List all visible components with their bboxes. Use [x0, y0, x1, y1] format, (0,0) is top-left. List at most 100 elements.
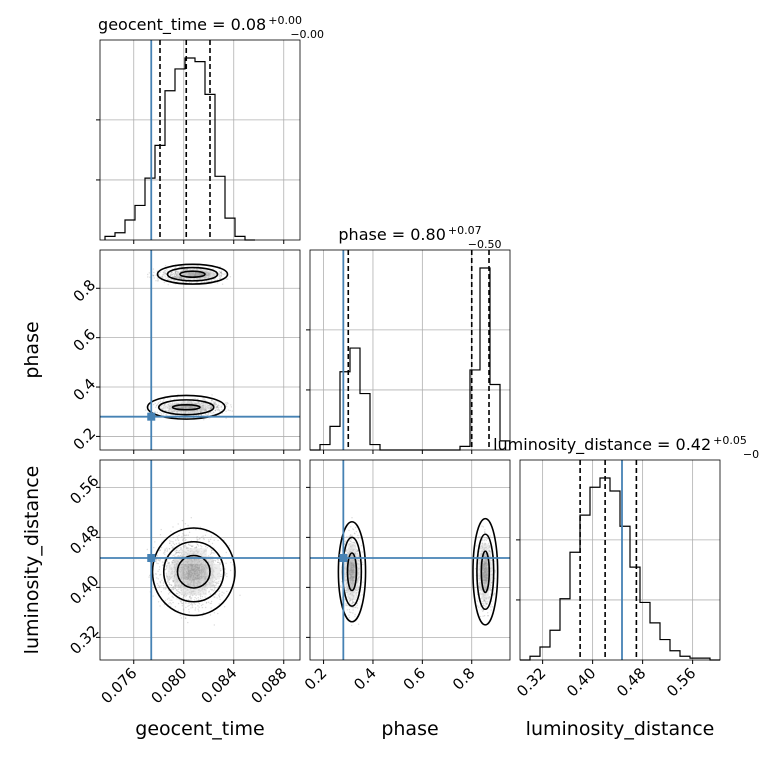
sample-point — [157, 570, 159, 572]
sample-point — [180, 599, 182, 602]
sample-point — [485, 602, 488, 605]
sample-point — [166, 547, 168, 549]
sample-point — [226, 401, 228, 404]
sample-point — [195, 546, 198, 548]
sample-point — [187, 599, 190, 601]
sample-point — [190, 603, 192, 606]
sample-point — [162, 401, 164, 403]
sample-point — [199, 526, 202, 528]
sample-point — [214, 587, 216, 589]
sample-point — [174, 272, 176, 274]
sample-point — [184, 269, 186, 271]
sample-point — [485, 539, 487, 541]
sample-point — [230, 404, 232, 406]
sample-point — [165, 574, 168, 576]
sample-point — [224, 574, 227, 576]
sample-point — [216, 400, 218, 403]
sample-point — [175, 273, 177, 275]
sample-point — [226, 590, 228, 593]
density-cell — [198, 268, 205, 271]
sample-point — [196, 536, 198, 538]
sample-point — [211, 399, 213, 401]
sample-point — [182, 538, 184, 540]
density-cell — [186, 411, 193, 414]
sample-point — [165, 273, 167, 276]
sample-point — [170, 588, 172, 590]
sample-point — [217, 561, 219, 564]
density-cell — [198, 272, 205, 275]
sample-point — [172, 541, 174, 543]
sample-point — [163, 412, 165, 414]
sample-point — [172, 561, 174, 563]
sample-point — [182, 269, 185, 271]
sample-point — [169, 584, 171, 586]
sample-point — [172, 559, 174, 562]
density-cell — [180, 571, 188, 580]
sample-point — [183, 546, 186, 548]
sample-point — [213, 403, 215, 406]
sample-point — [192, 594, 194, 597]
sample-point — [487, 615, 489, 617]
sample-point — [350, 526, 352, 528]
sample-point — [220, 274, 222, 276]
density-cell — [206, 579, 214, 588]
density-cell — [187, 579, 194, 588]
sample-point — [204, 403, 207, 405]
sample-point — [179, 278, 181, 280]
density-cell — [213, 571, 220, 580]
sample-point — [191, 545, 193, 547]
sample-point — [176, 551, 179, 554]
sample-point — [220, 575, 222, 578]
sample-point — [176, 536, 178, 538]
sample-point — [183, 595, 185, 597]
sample-point — [487, 612, 489, 614]
sample-point — [196, 538, 198, 541]
sample-point — [177, 547, 179, 549]
sample-point — [186, 268, 188, 270]
sample-point — [178, 588, 180, 590]
density-cell — [187, 571, 194, 580]
density-cell — [168, 409, 175, 412]
sample-point — [178, 276, 180, 278]
sample-point — [210, 407, 212, 410]
density-cell — [356, 562, 359, 572]
sample-point — [486, 538, 489, 540]
sample-point — [197, 608, 199, 610]
sample-point — [478, 606, 480, 608]
sample-point — [201, 536, 203, 538]
density-cell — [204, 405, 210, 408]
sample-point — [159, 534, 162, 536]
density-cell — [198, 278, 205, 280]
density-cell — [193, 272, 199, 275]
sample-point — [224, 572, 226, 574]
sample-point — [197, 543, 199, 545]
sample-point — [163, 272, 165, 275]
density-cell — [187, 587, 194, 596]
sample-point — [214, 581, 216, 584]
sample-point — [482, 601, 485, 603]
sample-point — [180, 268, 183, 271]
sample-point — [177, 610, 179, 612]
sample-point — [166, 550, 168, 552]
sample-point — [165, 565, 167, 567]
density-cell — [180, 411, 187, 414]
sample-point — [172, 560, 174, 562]
sample-point — [170, 603, 172, 605]
sample-point — [182, 609, 185, 611]
sample-point — [187, 534, 189, 536]
sample-point — [358, 561, 360, 563]
sample-point — [486, 537, 488, 539]
sample-point — [214, 596, 216, 598]
sample-point — [173, 276, 175, 278]
density-cell — [193, 556, 201, 564]
sample-point — [171, 561, 173, 564]
density-cell — [354, 562, 357, 572]
density-cell — [192, 407, 199, 410]
sample-point — [490, 588, 493, 591]
sample-point — [171, 561, 173, 563]
sample-point — [178, 276, 181, 278]
sample-point — [184, 617, 187, 619]
sample-point — [230, 406, 232, 408]
sample-point — [350, 538, 352, 540]
density-cell — [354, 590, 357, 600]
